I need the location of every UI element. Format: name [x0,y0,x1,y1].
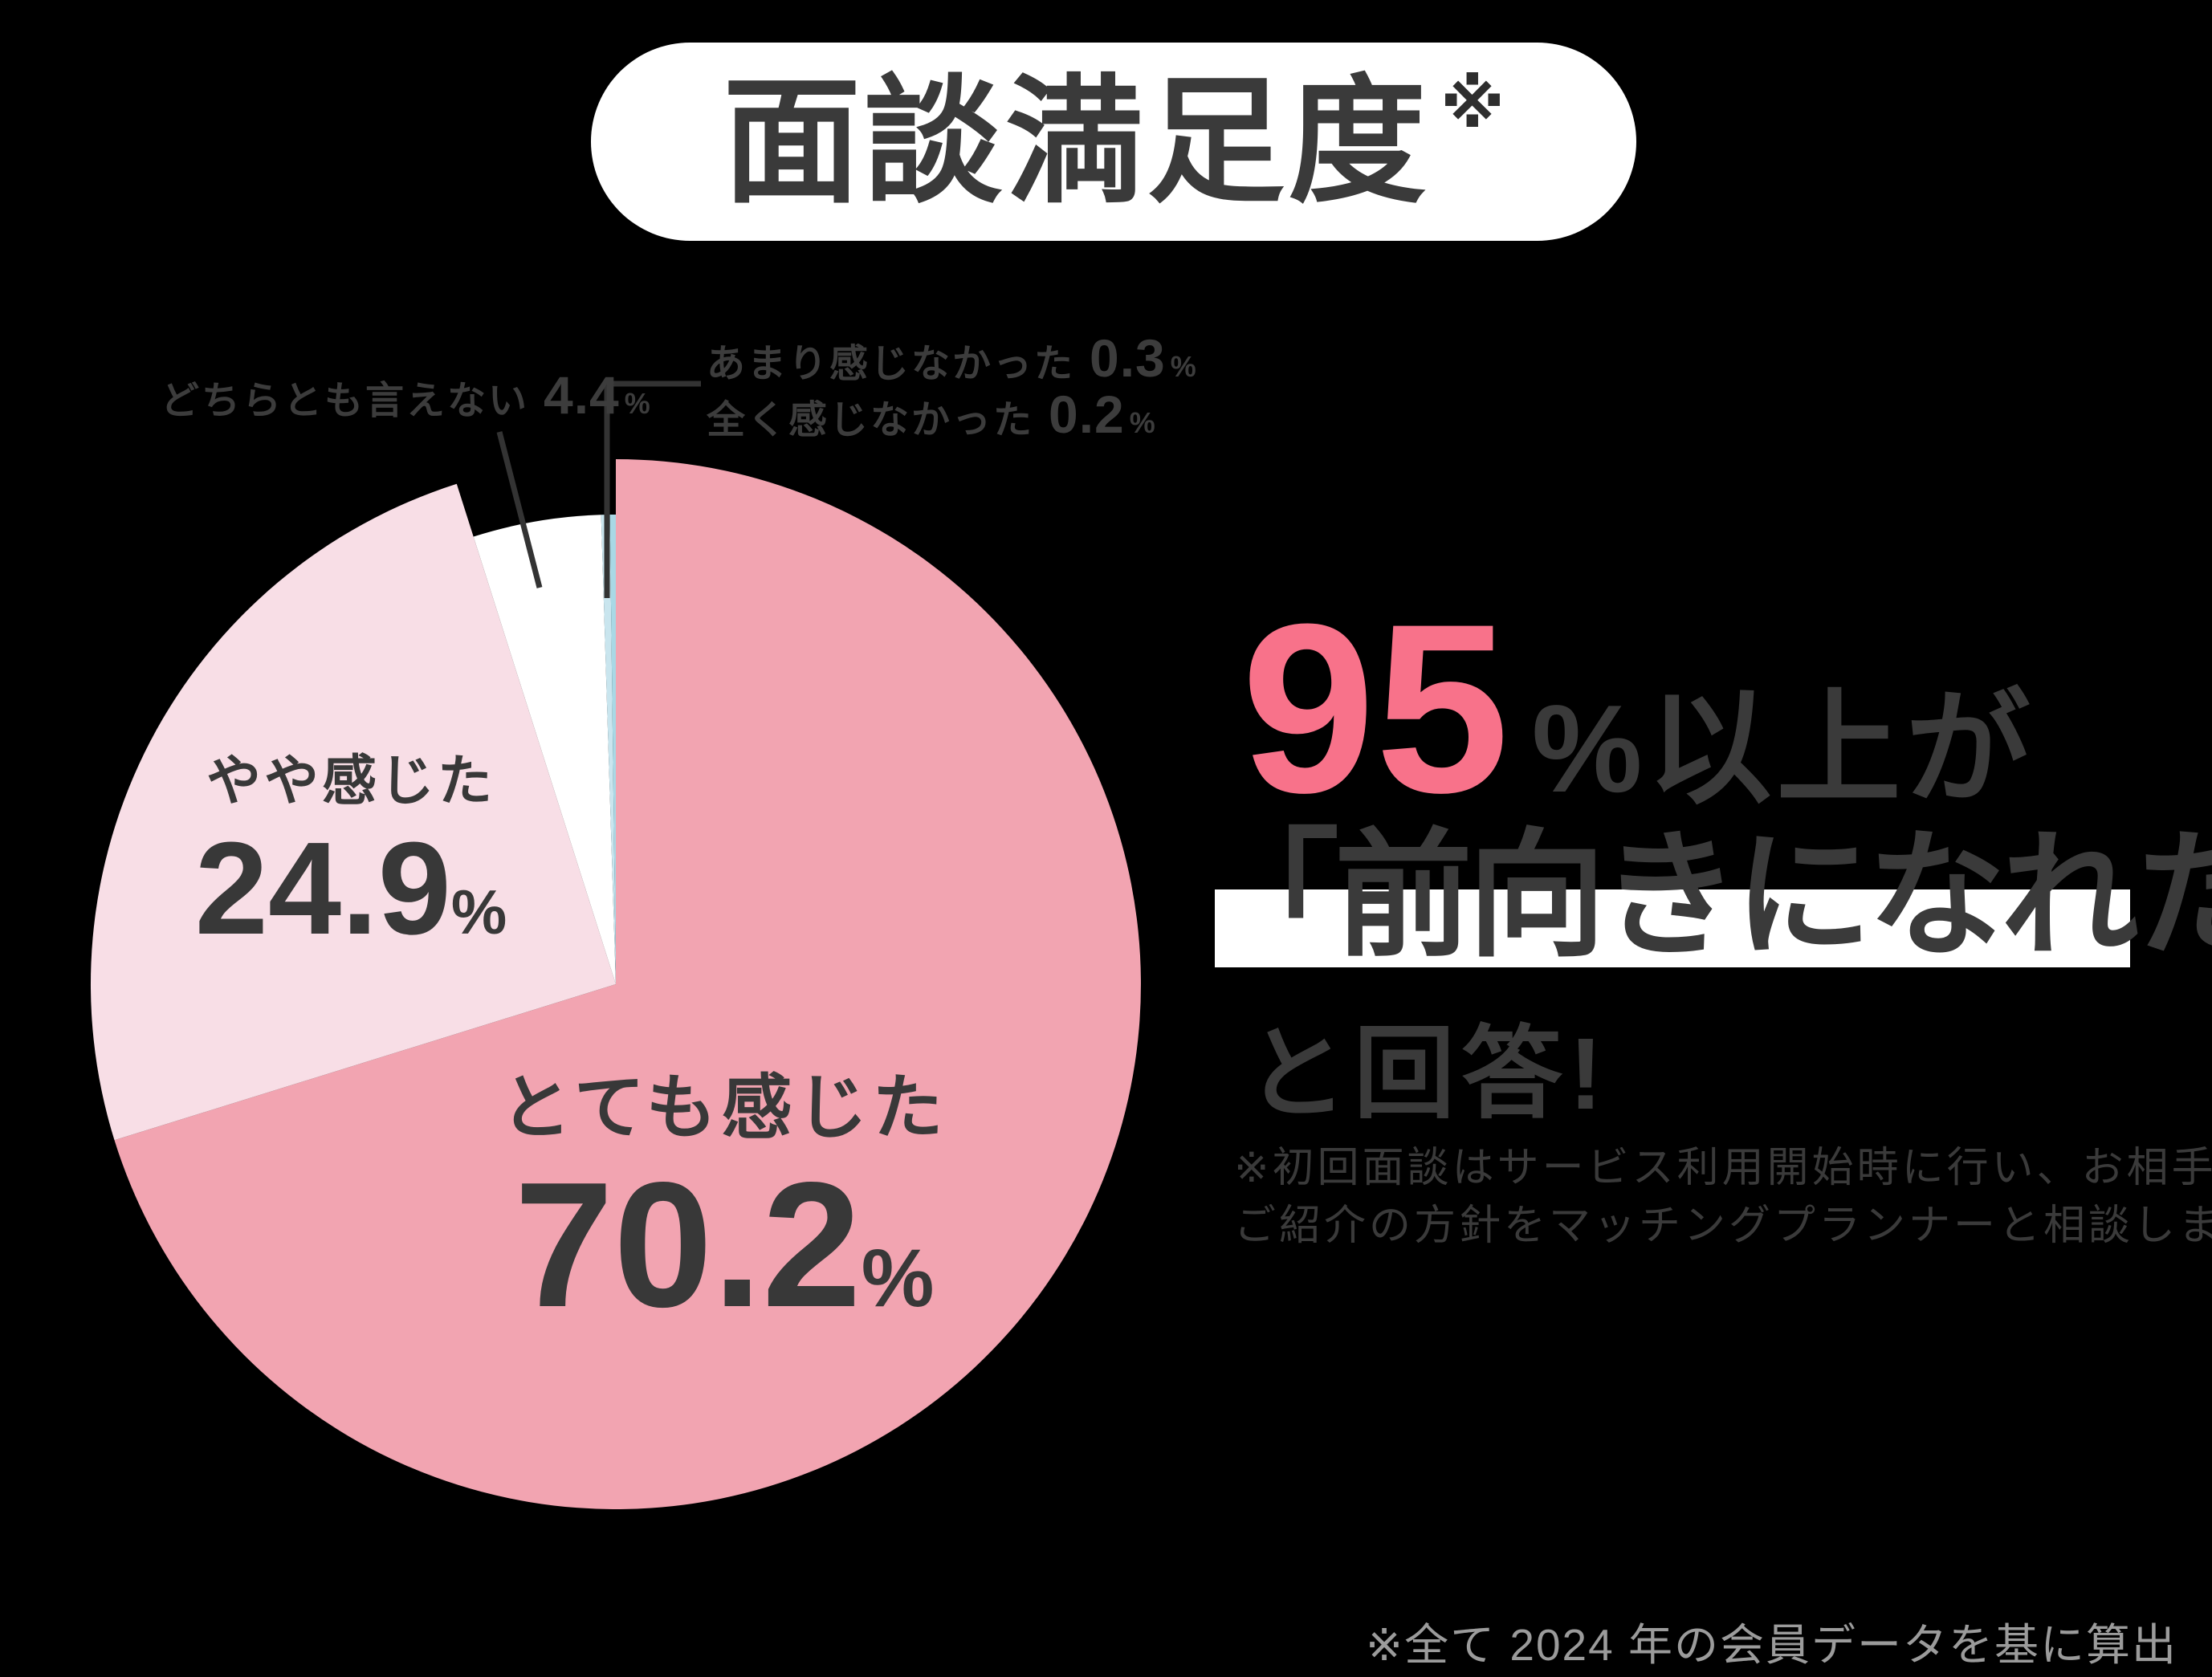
pie-slice-somewhat [90,483,616,1141]
callout-no: 全く感じなかった 0.2 % [707,384,1155,445]
leader-line-2 [604,381,701,598]
slice-label-very-value: 70.2 [514,1146,862,1345]
callout-no-label: 全く感じなかった [707,399,1035,442]
callout-neutral-value: 4.4 [544,365,620,425]
footnote-line2: ご紹介の方針をマッチングプランナーと相談します [1234,1202,2212,1249]
callout-neutral-unit: % [624,387,650,420]
callout-slight-no-label: あまり感じなかった [707,343,1076,385]
slice-label-somewhat-value-row: 24.9% [195,823,507,955]
footnote: ※初回面談はサービス利用開始時に行い、お相手の ご紹介の方針をマッチングプランナ… [1234,1140,2212,1256]
pie-slice-neutral [473,515,616,984]
callout-slight-no-unit: % [1170,350,1196,383]
slice-label-very: とても感じた 70.2% [500,1068,948,1334]
slice-label-somewhat-name: やや感じた [206,751,495,812]
headline-tail: と回答! [1246,1017,1609,1130]
title-badge: 面談満足度 ※ [591,43,1636,241]
page-title: 面談満足度 [723,64,1430,219]
slice-label-very-unit: % [861,1232,935,1325]
pie-slice-very [114,459,1141,1509]
callout-no-value: 0.2 [1049,385,1125,444]
slice-label-somewhat-value: 24.9 [194,815,451,963]
headline-suffix: %以上が [1531,679,2035,818]
title-note-mark: ※ [1440,67,1505,141]
slice-label-somewhat: やや感じた 24.9% [195,751,507,955]
headline-number: 95 [1241,573,1509,843]
quote-highlight-band [1215,889,2130,967]
slice-label-very-name: とても感じた [500,1068,948,1147]
pie-slice-slight-no [601,515,616,984]
callout-neutral-label: どちらとも言えない [161,380,530,422]
footnote-line1: ※初回面談はサービス利用開始時に行い、お相手の [1234,1145,2212,1191]
callout-neutral: どちらとも言えない 4.4 % [161,364,650,425]
headline-quote: 「前向きになれた」 [1201,819,2212,973]
bottom-note: ※全て 2024 年の会員データを基に算出 [1366,1620,2177,1670]
slice-label-very-value-row: 70.2% [501,1156,948,1334]
callout-no-unit: % [1129,406,1155,439]
pie-slice-no [609,514,616,984]
leader-line-1 [496,431,543,588]
callout-slight-no: あまり感じなかった 0.3 % [707,328,1196,389]
headline: 95 %以上が [1241,588,2035,828]
callout-slight-no-value: 0.3 [1090,328,1166,388]
slice-label-somewhat-unit: % [450,877,507,948]
